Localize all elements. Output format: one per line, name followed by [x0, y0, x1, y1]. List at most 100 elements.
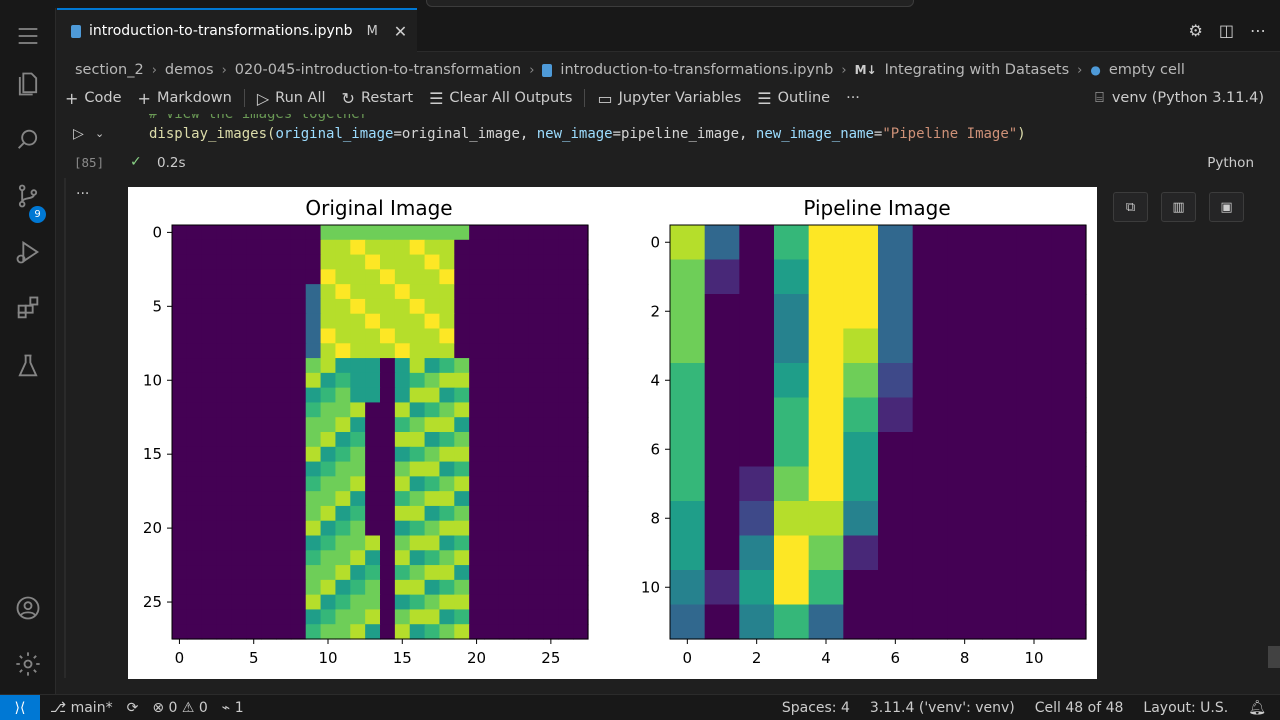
heatmap-cell [424, 254, 441, 270]
scrollbar-thumb[interactable] [1268, 646, 1280, 668]
heatmap-cell [469, 225, 485, 241]
heatmap-cell [982, 535, 1018, 571]
heatmap-cell [528, 476, 545, 492]
command-center[interactable] [426, 0, 914, 7]
menu-icon[interactable] [0, 12, 56, 60]
heatmap-cell [276, 269, 292, 285]
heatmap-cell [231, 520, 247, 537]
heatmap-cell [231, 254, 247, 270]
tab-notebook[interactable]: introduction-to-transformations.ipynb M … [57, 8, 417, 52]
open-plot-viewer-icon[interactable]: ▥ [1161, 192, 1196, 222]
heatmap-cell [704, 225, 740, 261]
heatmap-cell [528, 609, 545, 625]
heatmap-cell [276, 446, 292, 463]
heatmap-cell [276, 328, 292, 344]
heatmap-cell [290, 491, 307, 507]
cell-position-status[interactable]: Cell 48 of 48 [1034, 700, 1124, 716]
heatmap-cell [439, 550, 455, 566]
heatmap-cell [246, 476, 262, 492]
outline-button[interactable]: ☰ Outline [749, 89, 838, 108]
chevron-down-icon[interactable]: ⌄ [95, 127, 105, 140]
heatmap-cell [498, 565, 515, 581]
heatmap-cell [350, 432, 366, 448]
heatmap-cell [424, 284, 441, 300]
heatmap-cell [670, 328, 706, 364]
heatmap-cell [320, 313, 337, 330]
add-code-button[interactable]: + Code [57, 89, 130, 108]
remote-indicator-icon[interactable]: ⟩⟨ [0, 694, 40, 720]
output-menu-icon[interactable]: ··· [76, 186, 90, 202]
jupyter-variables-button[interactable]: ▭ Jupyter Variables [589, 89, 749, 108]
explorer-icon[interactable] [0, 60, 56, 108]
heatmap-cell [454, 535, 470, 551]
heatmap-cell [1016, 501, 1052, 537]
account-icon[interactable] [0, 584, 56, 632]
search-icon[interactable] [0, 116, 56, 164]
heatmap-cell [365, 594, 381, 611]
heatmap-cell [335, 491, 351, 507]
branch-status[interactable]: ⎇ main* [50, 699, 113, 716]
tab-close-icon[interactable]: ✕ [393, 21, 408, 41]
run-all-button[interactable]: ▷ Run All [249, 89, 334, 108]
restart-button[interactable]: ↻ Restart [334, 89, 422, 108]
settings-gear-icon[interactable] [0, 640, 56, 688]
ports-status[interactable]: ⌁ 1 [221, 699, 244, 716]
heatmap-cell [774, 466, 810, 502]
heatmap-cell [365, 225, 381, 241]
heatmap-cell [912, 604, 948, 640]
source-control-icon[interactable] [0, 172, 56, 220]
split-editor-icon[interactable]: ◫ [1218, 20, 1234, 40]
breadcrumb-item[interactable]: introduction-to-transformations.ipynb [560, 62, 834, 78]
heatmap-cell [201, 343, 218, 359]
heatmap-cell [172, 328, 188, 344]
code-editor[interactable]: # View the images together display_image… [127, 114, 1257, 152]
save-output-icon[interactable]: ▣ [1209, 192, 1244, 222]
add-markdown-button[interactable]: + Markdown [130, 89, 240, 108]
indentation-status[interactable]: Spaces: 4 [781, 700, 850, 716]
settings-icon[interactable]: ⚙ [1188, 20, 1203, 40]
keyboard-layout-status[interactable]: Layout: U.S. [1143, 700, 1229, 716]
sync-icon[interactable]: ⟳ [126, 699, 139, 716]
heatmap-cell [498, 284, 515, 300]
clear-all-outputs-button[interactable]: ☰ Clear All Outputs [421, 89, 580, 108]
heatmap-cell [558, 284, 574, 300]
run-debug-icon[interactable] [0, 228, 56, 276]
heatmap-cell [947, 570, 983, 606]
cell-language[interactable]: Python [1207, 155, 1254, 171]
interpreter-status[interactable]: 3.11.4 ('venv': venv) [869, 700, 1015, 716]
run-cell-icon[interactable]: ▷ [73, 126, 84, 142]
problems-status[interactable]: ⊗ 0 ⚠ 0 [152, 699, 208, 716]
heatmap-cell [543, 461, 559, 477]
heatmap-cell [484, 579, 500, 596]
more-actions-icon[interactable]: ⋯ [1250, 20, 1266, 40]
breadcrumb-item[interactable]: empty cell [1108, 62, 1185, 78]
breadcrumb-item[interactable]: 020-045-introduction-to-transformation [234, 62, 522, 78]
heatmap-cell [543, 343, 559, 359]
kernel-picker[interactable]: ⌸ venv (Python 3.11.4) [1095, 84, 1264, 112]
heatmap-cell [380, 520, 396, 537]
breadcrumb-item[interactable]: Integrating with Datasets [884, 62, 1070, 78]
extensions-icon[interactable] [0, 284, 56, 332]
heatmap-cell [484, 328, 500, 344]
testing-flask-icon[interactable] [0, 342, 56, 390]
breadcrumb-item[interactable]: demos [164, 62, 214, 78]
heatmap-cell [231, 239, 247, 256]
heatmap-cell [439, 269, 455, 285]
heatmap-cell [484, 550, 500, 566]
heatmap-cell [912, 535, 948, 571]
heatmap-cell [439, 313, 455, 330]
heatmap-cell [573, 313, 589, 330]
heatmap-cell [276, 358, 292, 374]
heatmap-cell [261, 269, 277, 285]
notifications-bell-icon[interactable]: 🔔︎ [1248, 700, 1266, 716]
copy-output-icon[interactable]: ⧉ [1113, 192, 1148, 222]
heatmap-cell [498, 446, 515, 463]
more-toolbar-button[interactable]: ··· [838, 90, 868, 106]
heatmap-cell [439, 254, 455, 270]
heatmap-cell [320, 565, 337, 581]
heatmap-cell [394, 565, 411, 581]
heatmap-cell [454, 298, 470, 315]
heatmap-cell [513, 269, 530, 285]
heatmap-cell [558, 491, 574, 507]
breadcrumb-item[interactable]: section_2 [75, 62, 144, 78]
